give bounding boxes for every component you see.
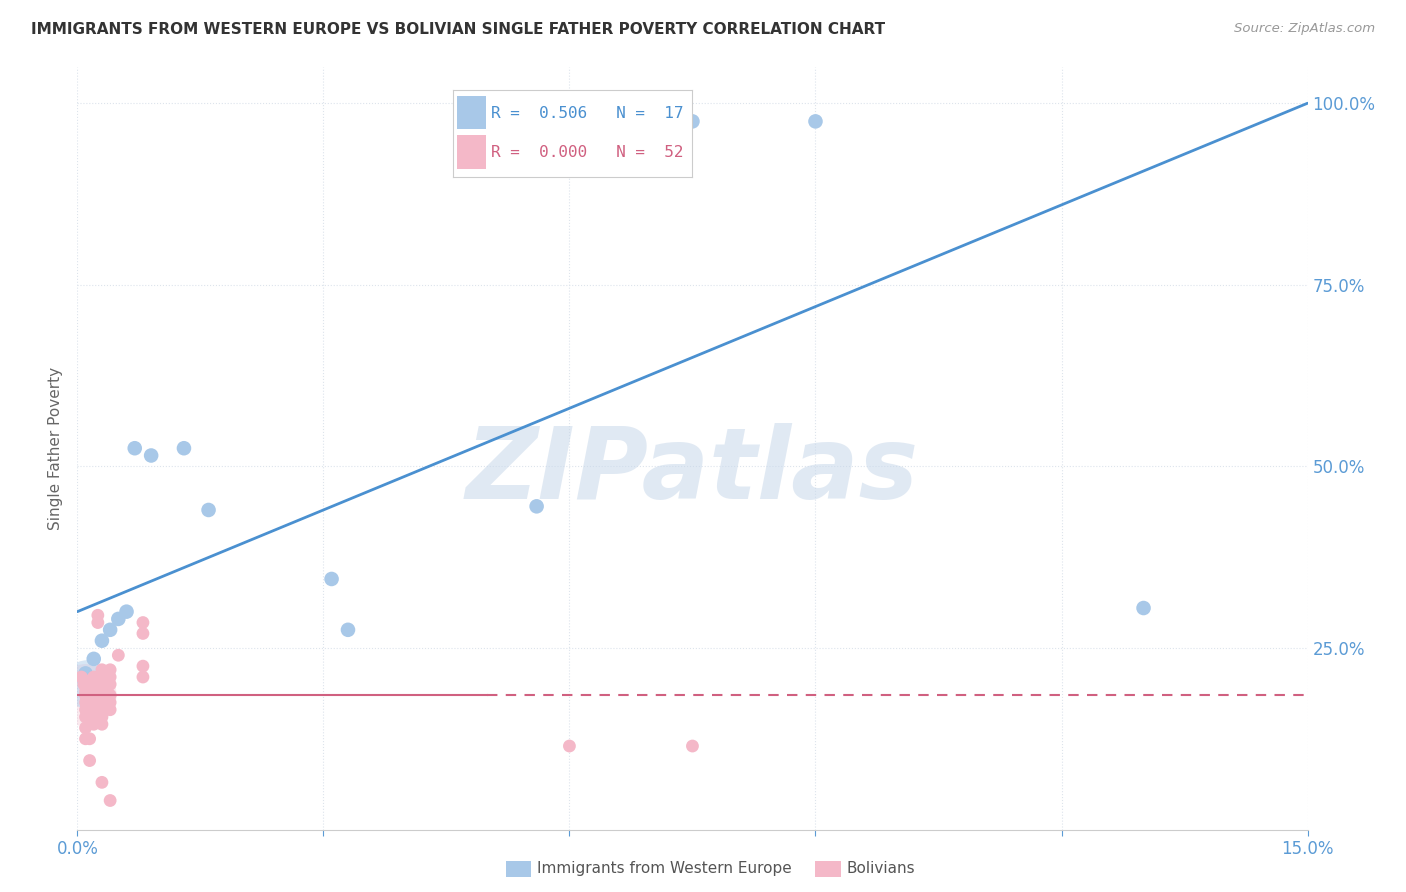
- Point: [115, 605, 138, 619]
- Point: [83, 710, 105, 724]
- Point: [83, 670, 105, 684]
- Point: [75, 688, 97, 702]
- Point: [132, 670, 155, 684]
- Text: Source: ZipAtlas.com: Source: ZipAtlas.com: [1234, 22, 1375, 36]
- Point: [87, 615, 110, 630]
- Point: [98, 696, 121, 710]
- Point: [70, 670, 93, 684]
- Point: [682, 114, 704, 128]
- Point: [79, 673, 101, 688]
- Point: [79, 731, 101, 746]
- Text: Bolivians: Bolivians: [846, 862, 915, 876]
- Point: [98, 677, 121, 691]
- Point: [141, 449, 163, 463]
- Point: [98, 623, 121, 637]
- Point: [79, 710, 101, 724]
- Text: IMMIGRANTS FROM WESTERN EUROPE VS BOLIVIAN SINGLE FATHER POVERTY CORRELATION CHA: IMMIGRANTS FROM WESTERN EUROPE VS BOLIVI…: [31, 22, 884, 37]
- Point: [90, 703, 114, 717]
- Y-axis label: Single Father Poverty: Single Father Poverty: [48, 367, 63, 530]
- Point: [79, 681, 101, 695]
- Point: [75, 684, 97, 698]
- Text: Immigrants from Western Europe: Immigrants from Western Europe: [537, 862, 792, 876]
- Point: [107, 648, 129, 663]
- Point: [83, 684, 105, 698]
- Point: [107, 612, 129, 626]
- Point: [173, 441, 195, 455]
- Point: [79, 754, 101, 768]
- Point: [75, 721, 97, 735]
- Point: [90, 710, 114, 724]
- Point: [98, 670, 121, 684]
- Point: [132, 659, 155, 673]
- Point: [90, 663, 114, 677]
- Point: [83, 703, 105, 717]
- Point: [75, 696, 97, 710]
- Point: [98, 663, 121, 677]
- Point: [90, 684, 114, 698]
- Point: [124, 441, 146, 455]
- Point: [83, 696, 105, 710]
- Point: [83, 677, 105, 691]
- Point: [682, 739, 704, 753]
- Point: [90, 717, 114, 731]
- Point: [73, 677, 96, 691]
- Point: [197, 503, 219, 517]
- Point: [76, 677, 98, 691]
- Point: [75, 703, 97, 717]
- Point: [90, 677, 114, 691]
- Point: [75, 688, 97, 702]
- Point: [79, 696, 101, 710]
- Point: [75, 731, 97, 746]
- Point: [75, 677, 97, 691]
- Point: [83, 688, 105, 702]
- Point: [90, 670, 114, 684]
- Point: [132, 626, 155, 640]
- Point: [98, 703, 121, 717]
- Point: [79, 688, 101, 702]
- Point: [321, 572, 343, 586]
- Point: [83, 717, 105, 731]
- Text: ZIPatlas: ZIPatlas: [465, 423, 920, 520]
- Point: [132, 615, 155, 630]
- Point: [98, 688, 121, 702]
- Point: [79, 703, 101, 717]
- Point: [90, 775, 114, 789]
- Point: [90, 696, 114, 710]
- Point: [526, 500, 548, 514]
- Point: [90, 688, 114, 702]
- Point: [83, 652, 105, 666]
- Point: [98, 793, 121, 807]
- Point: [558, 739, 581, 753]
- Point: [337, 623, 360, 637]
- Point: [75, 710, 97, 724]
- Point: [804, 114, 827, 128]
- Point: [90, 633, 114, 648]
- Point: [87, 608, 110, 623]
- Point: [1132, 601, 1154, 615]
- Point: [599, 114, 621, 128]
- Point: [75, 666, 97, 681]
